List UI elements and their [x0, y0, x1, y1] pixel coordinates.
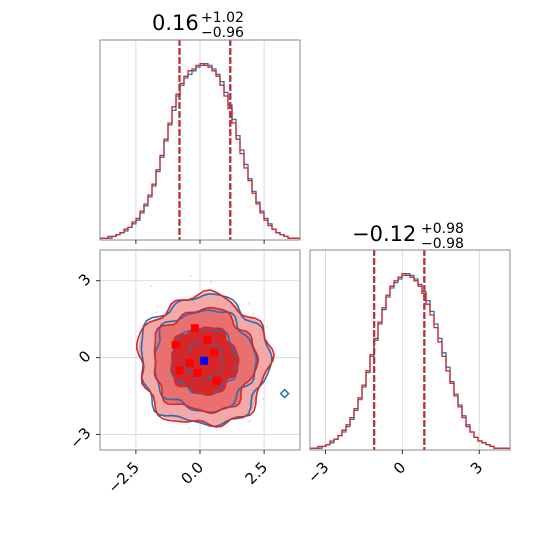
frame-bottom-right — [309, 249, 511, 451]
contour-line-blue-0 — [140, 293, 273, 428]
title-top-left: 0.16 — [152, 11, 199, 35]
red-sample-marker — [190, 324, 199, 333]
title-bottom-right-plus: +0.98 — [421, 221, 464, 237]
br-hist-series-1 — [310, 272, 510, 450]
panel-top-left: 0.16 +1.02 −0.96 — [99, 10, 301, 244]
red-sample-marker — [193, 369, 202, 378]
contour-line-red-1 — [153, 306, 260, 415]
bl-scatter-point — [303, 350, 305, 352]
bl-scatter-point — [189, 275, 192, 277]
title-top-left-minus: −0.96 — [201, 25, 244, 41]
contour-line-red-2 — [170, 326, 240, 396]
blue-center-marker — [200, 356, 209, 365]
xticks-top-left — [135, 240, 265, 244]
bl-ytick-label: 0 — [75, 347, 94, 366]
quantile-lines-top-left — [178, 40, 232, 240]
bl-scatter-point — [210, 281, 212, 283]
red-sample-marker — [210, 348, 219, 357]
bl-ytick-label: −3 — [66, 424, 94, 452]
red-sample-marker — [212, 376, 221, 385]
histogram-bottom-right — [310, 272, 510, 450]
bl-scatter-point — [247, 303, 250, 305]
bl-scatter-point — [150, 285, 153, 287]
bl-xtick-label: 2.5 — [242, 458, 272, 488]
title-bottom-right-minus: −0.98 — [421, 236, 464, 252]
histogram-top-left — [100, 62, 300, 240]
grid-top-left — [135, 40, 265, 240]
bl-scatter-point — [185, 423, 188, 425]
contour-bottom-left — [135, 289, 290, 428]
panel-bottom-right: −3 0 3 −0.12 +0.98 −0.98 — [304, 221, 511, 487]
bl-scatter-point — [252, 312, 255, 315]
quantile-lines-bottom-right — [373, 250, 426, 450]
bl-scatter-point — [249, 419, 252, 422]
red-sample-marker — [185, 358, 194, 367]
bl-scatter-point — [154, 311, 157, 314]
bl-ytick-label: 3 — [75, 270, 94, 289]
bl-xtick-label: −2.5 — [104, 458, 142, 496]
bl-scatter-point — [94, 422, 96, 424]
title-bottom-right: −0.12 — [352, 222, 416, 246]
bl-scatter-point — [266, 325, 269, 328]
br-xtick-label: −3 — [304, 458, 332, 486]
bl-scatter-point — [247, 420, 250, 423]
title-top-left-plus: +1.02 — [201, 10, 244, 26]
bl-scatter-point — [188, 427, 191, 430]
grid-bottom-right — [324, 250, 480, 450]
bl-scatter-point — [156, 305, 159, 308]
br-xtick-label: 3 — [467, 458, 486, 477]
red-sample-marker — [171, 340, 180, 349]
br-xtick-label: 0 — [390, 458, 409, 477]
bl-scatter-point — [262, 398, 265, 401]
tl-hist-series-1 — [100, 62, 300, 240]
bl-xtick-label: 0.0 — [177, 458, 207, 488]
contour-line-red-0 — [135, 289, 275, 428]
xticks-bottom-right: −3 0 3 — [304, 450, 486, 487]
panel-bottom-left: −2.5 0.0 2.5 −3 0 3 — [66, 249, 305, 497]
red-sample-marker — [203, 335, 212, 344]
red-sample-marker — [175, 366, 184, 375]
outlier-contour — [279, 388, 290, 399]
